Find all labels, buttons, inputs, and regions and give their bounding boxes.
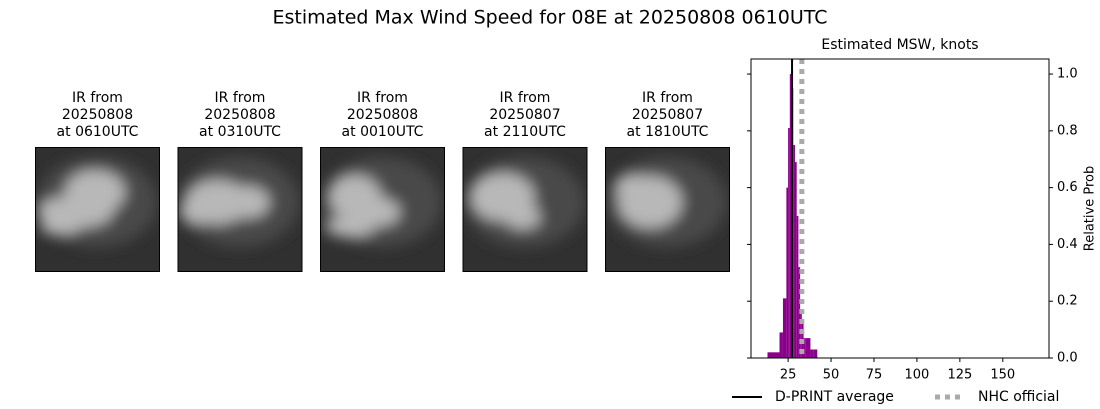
cloud bbox=[225, 186, 270, 218]
x-tick-label: 100 bbox=[905, 368, 930, 383]
bar bbox=[788, 128, 790, 358]
panel-caption: at 0310UTC bbox=[199, 124, 281, 140]
clouds bbox=[179, 157, 300, 247]
bar bbox=[794, 162, 797, 358]
bar bbox=[810, 349, 814, 358]
bar bbox=[803, 338, 806, 358]
ir-image bbox=[177, 147, 303, 272]
panel-caption: at 2110UTC bbox=[484, 124, 566, 140]
panel-caption: IR from bbox=[72, 90, 123, 106]
bar bbox=[805, 338, 811, 358]
cloud bbox=[65, 170, 125, 214]
panel-caption: 20250807 bbox=[632, 107, 703, 123]
image-frame bbox=[35, 147, 160, 272]
x-tick-label: 50 bbox=[823, 368, 840, 383]
bar bbox=[796, 216, 799, 358]
x-tick-label: 75 bbox=[866, 368, 883, 383]
panel-caption: IR from bbox=[357, 90, 408, 106]
image-frame bbox=[320, 147, 445, 272]
figure-title: Estimated Max Wind Speed for 08E at 2025… bbox=[272, 7, 827, 29]
clouds bbox=[464, 157, 585, 247]
panel-caption: IR from bbox=[215, 90, 266, 106]
bar bbox=[798, 267, 801, 358]
cloud bbox=[504, 205, 541, 229]
ir-image bbox=[605, 147, 730, 272]
cloud bbox=[40, 219, 80, 235]
bar bbox=[786, 187, 789, 358]
bar bbox=[782, 298, 787, 358]
panel-caption: IR from bbox=[642, 90, 693, 106]
bar bbox=[793, 145, 795, 358]
panel-caption: at 0010UTC bbox=[342, 124, 424, 140]
ir-image bbox=[35, 147, 160, 272]
ir-image bbox=[320, 147, 445, 272]
y-axis-label: Relative Prob bbox=[1083, 166, 1098, 251]
ir-image bbox=[462, 147, 588, 272]
bar bbox=[813, 349, 818, 358]
y-tick-label: 0.2 bbox=[1057, 294, 1078, 309]
panel-caption: at 1810UTC bbox=[627, 124, 709, 140]
x-tick-label: 25 bbox=[780, 368, 797, 383]
cloud bbox=[325, 217, 375, 237]
cloud bbox=[360, 198, 400, 226]
panel-caption: at 0610UTC bbox=[57, 124, 139, 140]
panel-caption: 20250808 bbox=[347, 107, 418, 123]
legend-label: NHC official bbox=[978, 389, 1059, 405]
image-frame bbox=[462, 147, 588, 272]
x-tick-label: 125 bbox=[947, 368, 972, 383]
image-frame bbox=[177, 147, 303, 272]
panel-caption: 20250807 bbox=[489, 107, 560, 123]
plot-frame bbox=[750, 58, 1050, 359]
y-tick-label: 0.8 bbox=[1057, 123, 1078, 138]
y-tick-label: 0.4 bbox=[1057, 237, 1078, 252]
bar bbox=[789, 74, 792, 359]
chart-title: Estimated MSW, knots bbox=[821, 37, 978, 53]
bar bbox=[767, 352, 780, 358]
panel-caption: IR from bbox=[500, 90, 551, 106]
cloud bbox=[615, 175, 655, 199]
x-tick-label: 150 bbox=[990, 368, 1015, 383]
cloud bbox=[179, 200, 216, 224]
panel-caption: 20250808 bbox=[62, 107, 133, 123]
y-tick-label: 0.6 bbox=[1057, 180, 1078, 195]
legend-label: D-PRINT average bbox=[775, 389, 894, 405]
image-frame bbox=[605, 147, 730, 272]
panel-caption: 20250808 bbox=[204, 107, 275, 123]
clouds bbox=[37, 157, 157, 247]
y-tick-label: 0.0 bbox=[1057, 351, 1078, 366]
clouds bbox=[607, 157, 727, 247]
clouds bbox=[322, 157, 442, 247]
y-tick-label: 1.0 bbox=[1057, 67, 1078, 82]
bar bbox=[779, 332, 783, 358]
